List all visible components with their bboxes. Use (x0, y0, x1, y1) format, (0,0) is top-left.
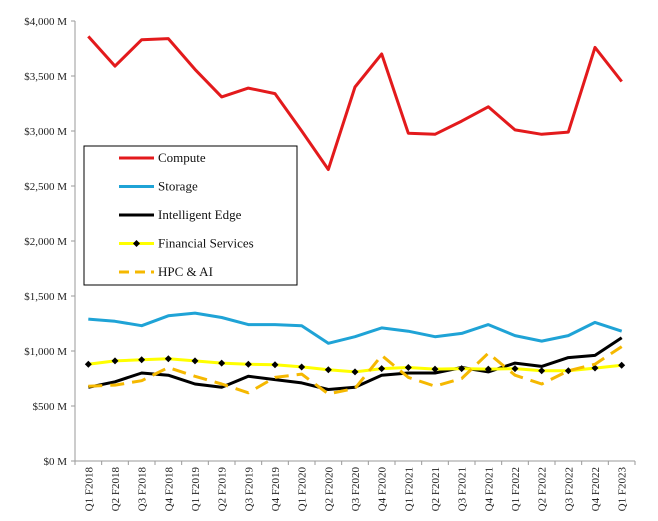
data-point-financial-services (351, 368, 359, 376)
series-line-hpc-ai (88, 345, 623, 396)
x-tick-label: Q3 F2022 (563, 467, 575, 511)
x-tick-label: Q1 F2021 (403, 467, 415, 511)
data-point-financial-services (191, 357, 199, 365)
x-tick-label: Q2 F2022 (537, 467, 549, 511)
x-tick-label: Q4 F2019 (270, 467, 282, 512)
x-axis-ticks: Q1 F2018 Q2 F2018 Q3 F2018 Q4 F2018 Q1 F2019… (74, 461, 636, 512)
data-point-financial-services (111, 357, 119, 365)
data-point-financial-services (538, 367, 546, 375)
x-tick-label: Q4 F2021 (483, 467, 495, 511)
y-tick-label: $4,000 M (24, 16, 67, 28)
data-point-financial-services (618, 361, 626, 369)
x-tick-label: Q3 F2020 (350, 467, 362, 512)
x-tick-label: Q2 F2020 (323, 467, 335, 512)
x-tick-label: Q2 F2019 (217, 467, 229, 512)
y-tick-label: $2,500 M (24, 181, 67, 193)
x-tick-label: Q3 F2021 (457, 467, 469, 511)
x-tick-label: Q4 F2018 (163, 467, 175, 512)
y-tick-label: $1,000 M (24, 346, 67, 358)
data-point-financial-services (591, 364, 599, 372)
legend-label-storage: Storage (158, 179, 198, 194)
y-tick-label: $3,000 M (24, 126, 67, 138)
legend: Compute Storage Intelligent Edge Financial … (83, 145, 298, 286)
x-tick-label: Q1 F2019 (190, 467, 202, 512)
data-point-financial-services (324, 366, 332, 374)
series-line-storage (88, 311, 623, 345)
x-tick-label: Q2 F2018 (110, 467, 122, 512)
series-line-intelligent-edge (87, 336, 623, 391)
data-point-financial-services (431, 365, 439, 373)
legend-label-compute: Compute (158, 150, 206, 165)
data-point-financial-services (564, 367, 572, 375)
series-line-compute (87, 35, 623, 171)
y-tick-label: $2,000 M (24, 236, 67, 248)
data-point-financial-services (84, 360, 92, 368)
y-tick-label: $1,500 M (24, 291, 67, 303)
legend-label-financial-services: Financial Services (158, 236, 254, 251)
legend-label-intelligent-edge: Intelligent Edge (158, 207, 242, 222)
legend-marker-financial-services (133, 240, 140, 247)
y-axis-ticks: $0 M $500 M $1,000 M $1,500 M $2,000 M $2,500… (24, 16, 75, 468)
x-tick-label: Q2 F2021 (430, 467, 442, 511)
data-point-financial-services (164, 355, 172, 363)
data-point-financial-services (404, 364, 412, 371)
data-point-financial-services (511, 365, 519, 373)
y-tick-label: $500 M (32, 401, 67, 413)
x-tick-label: Q4 F2020 (377, 467, 389, 512)
x-tick-label: Q1 F2022 (510, 467, 522, 511)
data-point-financial-services (378, 365, 386, 373)
data-point-financial-services (271, 361, 279, 369)
data-point-financial-services (244, 360, 252, 368)
data-point-financial-services (298, 363, 306, 371)
x-tick-label: Q1 F2020 (297, 467, 309, 512)
data-point-financial-services (138, 356, 146, 364)
series-lines (84, 35, 626, 396)
data-point-financial-services (458, 365, 466, 373)
x-tick-label: Q3 F2019 (243, 467, 255, 512)
x-tick-label: Q1 F2023 (617, 467, 629, 512)
x-tick-label: Q1 F2018 (83, 467, 95, 512)
x-tick-label: Q3 F2018 (137, 467, 149, 512)
y-tick-label: $0 M (43, 456, 67, 468)
data-point-financial-services (484, 365, 492, 373)
x-tick-label: Q4 F2022 (590, 467, 602, 511)
data-point-financial-services (218, 359, 226, 367)
legend-label-hpc-ai: HPC & AI (158, 264, 213, 279)
y-tick-label: $3,500 M (24, 71, 67, 83)
